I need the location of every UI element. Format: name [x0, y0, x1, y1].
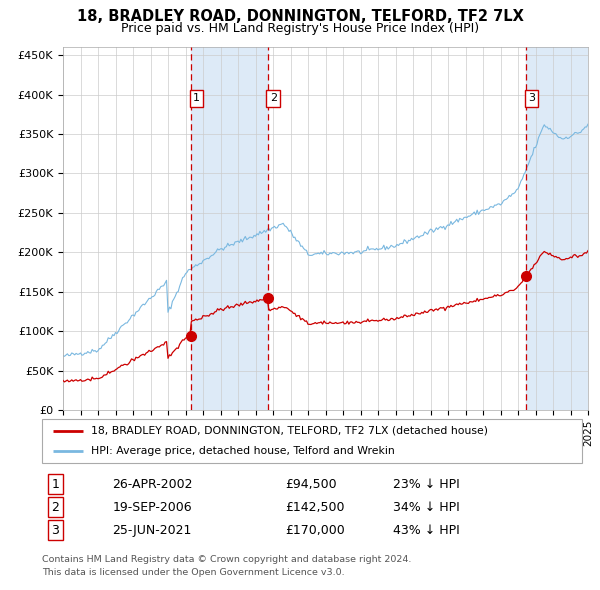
Text: 26-APR-2002: 26-APR-2002	[112, 478, 193, 491]
Bar	[191, 47, 268, 410]
Text: 3: 3	[528, 93, 535, 103]
Text: 25-JUN-2021: 25-JUN-2021	[112, 524, 191, 537]
Text: This data is licensed under the Open Government Licence v3.0.: This data is licensed under the Open Gov…	[42, 568, 344, 576]
Text: 18, BRADLEY ROAD, DONNINGTON, TELFORD, TF2 7LX: 18, BRADLEY ROAD, DONNINGTON, TELFORD, T…	[77, 9, 523, 24]
Text: Price paid vs. HM Land Registry's House Price Index (HPI): Price paid vs. HM Land Registry's House …	[121, 22, 479, 35]
Text: 23% ↓ HPI: 23% ↓ HPI	[393, 478, 460, 491]
Text: HPI: Average price, detached house, Telford and Wrekin: HPI: Average price, detached house, Telf…	[91, 446, 394, 456]
Text: £94,500: £94,500	[285, 478, 337, 491]
Text: 34% ↓ HPI: 34% ↓ HPI	[393, 501, 460, 514]
Bar	[526, 47, 588, 410]
Text: £142,500: £142,500	[285, 501, 344, 514]
Text: 19-SEP-2006: 19-SEP-2006	[112, 501, 192, 514]
Text: £170,000: £170,000	[285, 524, 345, 537]
Text: Contains HM Land Registry data © Crown copyright and database right 2024.: Contains HM Land Registry data © Crown c…	[42, 555, 412, 563]
Text: 2: 2	[270, 93, 277, 103]
Text: 1: 1	[52, 478, 59, 491]
Text: 3: 3	[52, 524, 59, 537]
FancyBboxPatch shape	[42, 419, 582, 463]
Text: 18, BRADLEY ROAD, DONNINGTON, TELFORD, TF2 7LX (detached house): 18, BRADLEY ROAD, DONNINGTON, TELFORD, T…	[91, 426, 488, 436]
Text: 1: 1	[193, 93, 200, 103]
Text: 43% ↓ HPI: 43% ↓ HPI	[393, 524, 460, 537]
Text: 2: 2	[52, 501, 59, 514]
